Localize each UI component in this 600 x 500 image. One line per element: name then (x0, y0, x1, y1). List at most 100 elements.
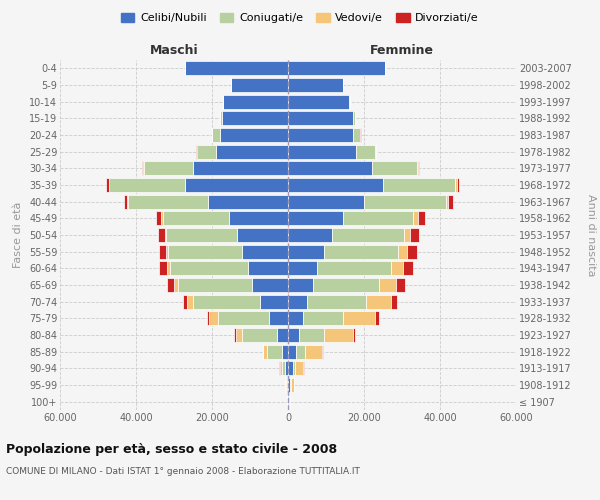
Bar (159, 244, 166, 259)
Bar (303, 311, 343, 326)
Bar (178, 278, 252, 292)
Bar (322, 344, 323, 359)
Bar (410, 228, 419, 242)
Bar (263, 344, 267, 359)
Bar (288, 294, 307, 308)
Bar (160, 261, 167, 276)
Bar (221, 112, 288, 126)
Bar (403, 261, 413, 276)
Bar (353, 328, 355, 342)
Bar (413, 211, 418, 226)
Bar (288, 278, 313, 292)
Bar (305, 344, 322, 359)
Bar (142, 162, 143, 175)
Bar (288, 62, 385, 76)
Bar (209, 311, 218, 326)
Legend: Celibi/Nubili, Coniugati/e, Vedovi/e, Divorziati/e: Celibi/Nubili, Coniugati/e, Vedovi/e, Di… (117, 8, 483, 28)
Bar (379, 278, 397, 292)
Bar (283, 344, 288, 359)
Bar (291, 378, 293, 392)
Bar (156, 211, 161, 226)
Bar (143, 162, 193, 175)
Bar (288, 128, 353, 142)
Bar (158, 228, 164, 242)
Bar (277, 328, 288, 342)
Bar (289, 394, 290, 409)
Bar (349, 94, 350, 109)
Text: COMUNE DI MILANO - Dati ISTAT 1° gennaio 2008 - Elaborazione TUTTITALIA.IT: COMUNE DI MILANO - Dati ISTAT 1° gennaio… (6, 468, 360, 476)
Bar (404, 228, 410, 242)
Bar (356, 144, 376, 159)
Bar (242, 244, 288, 259)
Y-axis label: Fasce di età: Fasce di età (13, 202, 23, 268)
Bar (163, 211, 229, 226)
Text: Femmine: Femmine (370, 44, 434, 57)
Bar (220, 128, 288, 142)
Bar (223, 94, 288, 109)
Bar (288, 211, 343, 226)
Bar (407, 244, 417, 259)
Bar (288, 78, 343, 92)
Bar (168, 244, 242, 259)
Bar (296, 344, 305, 359)
Bar (418, 211, 425, 226)
Bar (371, 162, 417, 175)
Bar (288, 378, 290, 392)
Bar (286, 361, 288, 376)
Bar (287, 378, 288, 392)
Bar (332, 228, 404, 242)
Bar (242, 328, 277, 342)
Bar (293, 361, 295, 376)
Bar (236, 228, 288, 242)
Bar (418, 162, 419, 175)
Bar (288, 162, 371, 175)
Bar (307, 294, 366, 308)
Bar (128, 194, 208, 209)
Bar (173, 278, 178, 292)
Bar (397, 278, 406, 292)
Bar (343, 211, 413, 226)
Bar (364, 194, 446, 209)
Bar (376, 311, 379, 326)
Bar (287, 394, 288, 409)
Bar (288, 311, 303, 326)
Bar (288, 112, 353, 126)
Bar (353, 128, 360, 142)
Bar (127, 194, 128, 209)
Bar (288, 244, 324, 259)
Bar (353, 112, 355, 126)
Bar (448, 194, 454, 209)
Bar (288, 344, 296, 359)
Bar (288, 228, 332, 242)
Bar (236, 328, 242, 342)
Bar (166, 228, 236, 242)
Bar (161, 211, 163, 226)
Bar (343, 311, 376, 326)
Bar (260, 294, 288, 308)
Bar (317, 261, 391, 276)
Bar (286, 378, 287, 392)
Bar (281, 361, 286, 376)
Bar (457, 178, 460, 192)
Bar (109, 178, 185, 192)
Bar (207, 311, 209, 326)
Bar (288, 178, 383, 192)
Bar (193, 162, 288, 175)
Text: Maschi: Maschi (149, 44, 199, 57)
Bar (212, 128, 220, 142)
Bar (106, 178, 109, 192)
Bar (208, 194, 288, 209)
Bar (218, 311, 269, 326)
Text: Popolazione per età, sesso e stato civile - 2008: Popolazione per età, sesso e stato civil… (6, 442, 337, 456)
Bar (295, 361, 303, 376)
Bar (417, 162, 418, 175)
Bar (269, 311, 288, 326)
Bar (280, 361, 281, 376)
Bar (391, 294, 397, 308)
Bar (366, 294, 391, 308)
Bar (124, 194, 127, 209)
Bar (267, 344, 283, 359)
Bar (185, 62, 288, 76)
Bar (193, 294, 260, 308)
Bar (164, 228, 166, 242)
